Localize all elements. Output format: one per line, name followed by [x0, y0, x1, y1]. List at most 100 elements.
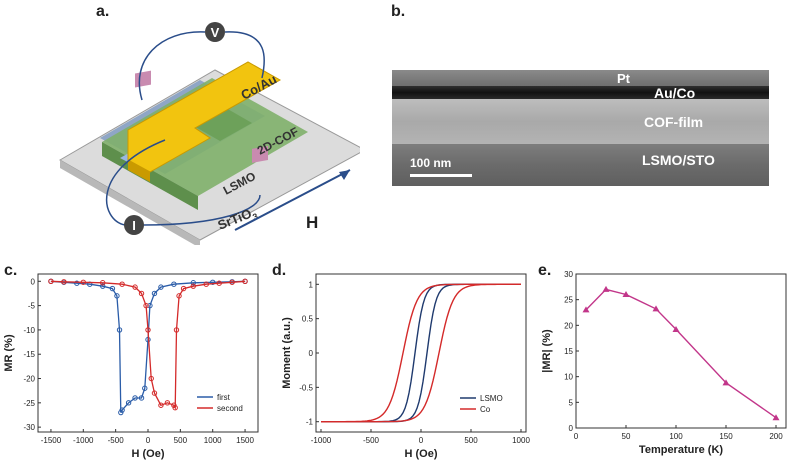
field-arrowhead	[339, 170, 350, 180]
series-second-point	[138, 290, 145, 297]
scale-bar-label: 100 nm	[410, 156, 452, 170]
x-tick-label: 500	[174, 436, 188, 445]
x-tick-label: 150	[719, 432, 733, 441]
x-axis-label: H (Oe)	[132, 448, 165, 460]
field-arrow	[234, 169, 351, 231]
contact-pad-left	[135, 70, 151, 88]
series-first-point	[151, 290, 158, 297]
x-tick-label: 1000	[512, 436, 530, 445]
series-second-point	[100, 280, 106, 286]
y-axis-label: Moment (a.u.)	[281, 317, 293, 389]
tem-label-auco: Au/Co	[654, 85, 696, 101]
panel-e-label: e.	[538, 262, 552, 279]
y-tick-label: 5	[569, 398, 574, 407]
x-tick-label: -1500	[41, 436, 62, 445]
y-tick-label: 1	[309, 280, 314, 289]
series-first-point	[190, 280, 196, 286]
legend-entry: LSMO	[480, 394, 503, 403]
y-axis-label: MR (%)	[3, 334, 15, 372]
tem-label-cof: COF-film	[644, 114, 704, 130]
voltmeter-symbol: V	[211, 25, 220, 40]
series-first-point	[142, 385, 148, 391]
series-second-line	[50, 280, 246, 411]
panel-d-label: d.	[272, 262, 287, 279]
panel-b-label: b.	[391, 3, 406, 20]
y-tick-label: 10	[564, 373, 573, 382]
data-point-marker	[672, 325, 680, 332]
series-second-point	[148, 375, 154, 382]
tem-lsmo-layer	[392, 144, 769, 186]
series-first-point	[116, 327, 123, 333]
x-axis-label: Temperature (K)	[639, 444, 723, 456]
y-tick-label: 15	[564, 347, 573, 356]
series-second-point	[216, 280, 222, 286]
x-tick-label: 0	[574, 432, 579, 441]
legend-entry: second	[217, 404, 243, 413]
y-tick-label: -10	[23, 326, 35, 335]
y-tick-label: 30	[564, 270, 573, 279]
panel-a-label: a.	[96, 3, 110, 20]
x-tick-label: 1000	[204, 436, 222, 445]
y-tick-label: 0	[569, 424, 574, 433]
series-first-point	[138, 395, 145, 401]
series-Co-descending	[321, 283, 521, 423]
ammeter-symbol: I	[132, 218, 136, 233]
series-second-point	[158, 402, 164, 408]
wire-current	[106, 139, 261, 226]
x-tick-label: 50	[622, 432, 631, 441]
x-tick-label: -1000	[311, 436, 332, 445]
tem-auco-layer	[392, 86, 769, 99]
legend-entry: Co	[480, 405, 491, 414]
y-axis-label: |MR| (%)	[541, 329, 553, 373]
label-field: H	[306, 213, 318, 232]
wire-voltage	[138, 31, 266, 101]
x-tick-label: 0	[419, 436, 424, 445]
series-second-point	[173, 327, 180, 333]
tem-image: Pt Au/Co COF-film LSMO/STO 100 nm	[392, 70, 769, 186]
series-second-point	[190, 283, 196, 289]
series-first-point	[147, 302, 153, 309]
substrate-side	[60, 160, 200, 245]
voltmeter-icon	[205, 22, 225, 42]
y-tick-label: 0	[309, 349, 314, 358]
series-second-point	[132, 284, 138, 290]
data-point-marker	[772, 414, 780, 421]
contact-pad-right	[252, 146, 268, 163]
series-first-point	[119, 407, 125, 413]
device-schematic: V I Co/Au 2D-COF LSMO SrTiO3 H	[58, 22, 360, 245]
data-point-marker	[602, 285, 610, 292]
data-point-marker	[652, 305, 660, 312]
y-tick-label: -5	[28, 302, 36, 311]
series-second-point	[229, 279, 235, 285]
co-au-electrode	[127, 61, 282, 173]
series-first-point	[74, 280, 80, 286]
y-tick-label: 20	[564, 321, 573, 330]
ammeter-icon	[124, 215, 144, 235]
series-first-line	[50, 280, 246, 413]
y-tick-label: -0.5	[299, 383, 313, 392]
series-first-point	[125, 400, 132, 406]
plot-frame	[575, 273, 787, 429]
data-point-marker	[622, 291, 630, 298]
tem-label-lsmo: LSMO/STO	[642, 152, 715, 168]
x-tick-label: -500	[363, 436, 380, 445]
series-second-point	[180, 285, 187, 292]
x-tick-label: 0	[146, 436, 151, 445]
data-point-marker	[582, 306, 590, 313]
series-second-point	[171, 402, 177, 408]
series-first-point	[100, 283, 106, 289]
plot-frame	[315, 273, 527, 433]
x-tick-label: 1500	[236, 436, 254, 445]
scale-bar	[410, 174, 472, 177]
x-tick-label: -500	[108, 436, 125, 445]
chart-c: -1500 -1000 -500 0 500 1000 1500 0 -5 -10 -15 -20 -2…	[3, 273, 259, 460]
mr-temperature-line	[585, 288, 777, 419]
x-tick-label: 500	[464, 436, 478, 445]
x-tick-label: 100	[669, 432, 683, 441]
x-axis-label: H (Oe)	[405, 448, 438, 460]
series-first-point	[210, 279, 216, 285]
series-second-point	[119, 281, 125, 287]
series-first-point	[132, 395, 138, 401]
chart-d: -1000 -500 0 500 1000 1 0.5 0 -0.5 -1 H (Oe) Moment…	[281, 273, 530, 460]
series-second-point	[203, 281, 209, 287]
